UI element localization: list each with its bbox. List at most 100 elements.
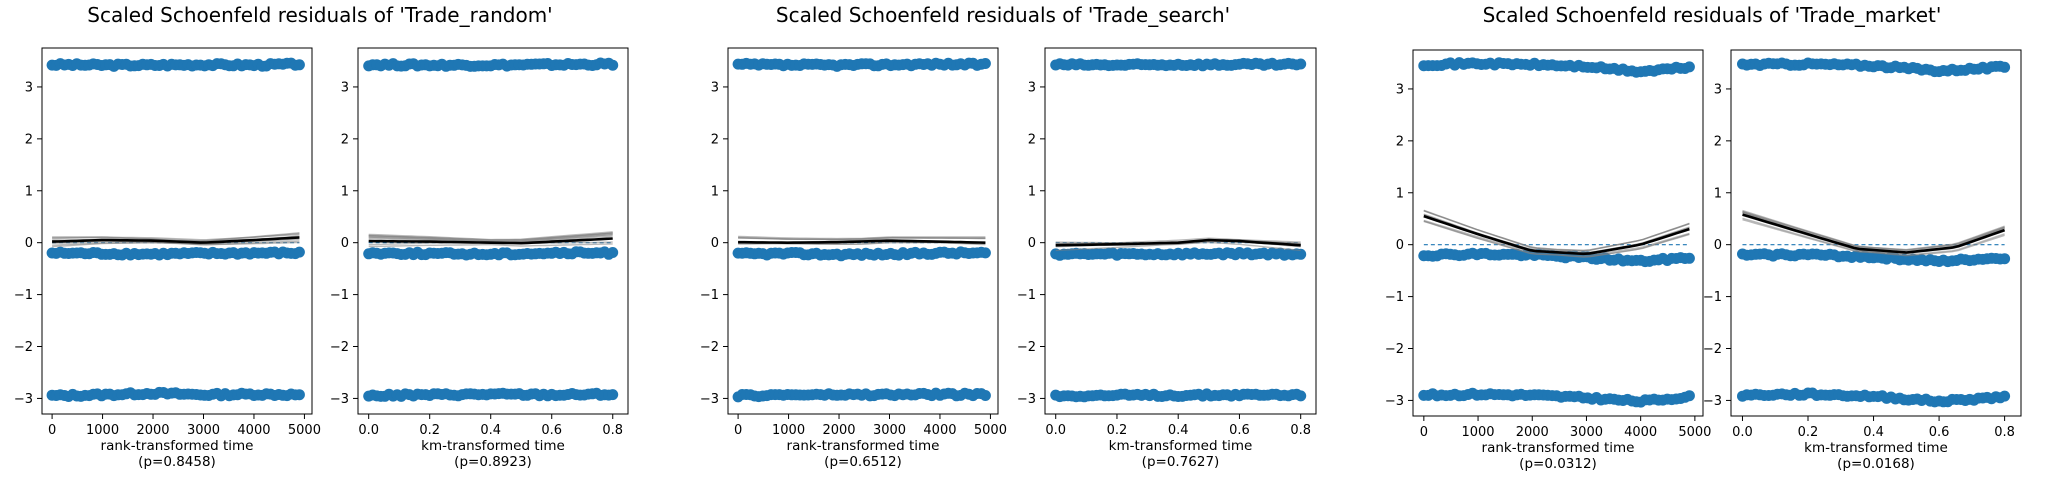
axes-frame [1044,47,1317,415]
bootstrap-trend-line [368,243,613,248]
x-tick-label: 4000 [237,423,270,438]
y-tick-label: 0 [341,236,349,251]
y-tick-label: −3 [1385,394,1404,409]
panel-5: Scaled Schoenfeld residuals of 'Trade_ma… [1385,3,1942,472]
y-tick-label: 0 [1028,236,1036,251]
y-tick-label: 0 [25,236,33,251]
axes-frame [41,47,313,415]
residual-point [979,58,991,69]
y-tick-label: −2 [1385,342,1404,357]
y-tick-label: 1 [1396,186,1404,201]
y-tick-label: 1 [25,184,33,199]
p-value-label: (p=0.8923) [454,454,532,470]
y-tick-label: 3 [711,80,719,95]
residual-band-1 [732,57,991,72]
y-tick-label: 2 [711,132,719,147]
residual-point [1295,248,1307,260]
x-tick-label: 2000 [822,423,855,438]
x-tick-label: 0.0 [358,423,379,438]
lowess-trend-line [368,237,613,245]
x-axis-label: rank-transformed time [787,438,940,454]
p-value-label: (p=0.0168) [1837,456,1915,472]
panel-title: Scaled Schoenfeld residuals of 'Trade_ra… [87,3,552,27]
y-tick-label: 3 [1028,80,1036,95]
x-tick-label: 0 [734,423,742,438]
x-tick-label: 0.0 [1732,425,1753,440]
x-tick-label: 0.6 [1929,425,1950,440]
residual-band-3 [363,387,619,402]
residual-band-3 [1418,387,1695,408]
x-tick-label: 1000 [1461,425,1494,440]
x-tick-label: 1000 [86,423,119,438]
x-tick-label: 0.8 [602,423,623,438]
p-value-label: (p=0.6512) [824,454,902,470]
plot-area [1050,57,1307,403]
y-tick-label: 2 [1714,134,1722,149]
p-value-label: (p=0.7627) [1142,454,1220,470]
residual-point [1999,253,2011,265]
y-tick-label: −2 [1703,342,1722,357]
y-tick-label: −1 [14,288,33,303]
x-tick-label: 0.8 [1994,425,2015,440]
residual-point [293,389,305,401]
y-tick-label: −1 [330,288,349,303]
y-tick-label: −3 [330,392,349,407]
x-axis-label: km-transformed time [1109,438,1253,454]
residual-band-2 [363,246,619,261]
x-axis-label: rank-transformed time [101,438,254,454]
y-tick-label: 0 [1396,238,1404,253]
axes-frame [727,47,999,415]
y-tick-label: −1 [700,288,719,303]
residual-band-2 [1050,247,1307,261]
panel-1: Scaled Schoenfeld residuals of 'Trade_ra… [14,3,553,470]
bootstrap-trend-line [52,233,300,241]
x-tick-label: 4000 [1624,425,1657,440]
x-axis-label: km-transformed time [1804,440,1948,456]
y-tick-label: −2 [700,340,719,355]
y-tick-label: 0 [711,236,719,251]
p-value-label: (p=0.8458) [138,454,216,470]
residual-point [1295,390,1307,402]
y-tick-label: −2 [330,340,349,355]
y-tick-label: −3 [700,392,719,407]
panel-title: Scaled Schoenfeld residuals of 'Trade_ma… [1483,3,1942,27]
residual-band-1 [1418,57,1695,78]
bootstrap-trend-line [1742,210,2005,252]
residual-point [1295,58,1307,70]
axes-frame [357,47,629,415]
bootstrap-trend-line [1423,209,1690,252]
residual-point [607,59,619,71]
residual-band-3 [732,387,991,403]
panel-6: 0.0 0.2 0.4 0.6 0.8 −3 −2 −1 0 1 2 3 km-transformed … [1703,49,2022,472]
residual-band-3 [46,386,305,402]
x-tick-label: 0 [48,423,56,438]
x-tick-label: 5000 [974,423,1007,438]
x-tick-label: 0.2 [1107,423,1128,438]
panel-title: Scaled Schoenfeld residuals of 'Trade_se… [776,3,1230,27]
residual-point [607,247,619,258]
lowess-trend-line [1055,238,1301,247]
residual-point [1683,252,1695,264]
residual-band-2 [46,246,305,261]
x-tick-label: 5000 [1678,425,1711,440]
y-tick-label: −1 [1017,288,1036,303]
y-tick-label: 3 [25,80,33,95]
x-tick-label: 0.6 [541,423,562,438]
y-tick-label: 3 [1396,82,1404,97]
x-tick-label: 0.2 [419,423,440,438]
x-tick-label: 0.4 [1863,425,1884,440]
x-tick-label: 1000 [772,423,805,438]
y-tick-label: −1 [1703,290,1722,305]
x-tick-label: 2000 [1516,425,1549,440]
x-tick-label: 0.6 [1229,423,1250,438]
y-tick-label: 0 [1714,238,1722,253]
x-tick-label: 0.4 [1168,423,1189,438]
x-tick-label: 0.0 [1045,423,1066,438]
residual-band-3 [1050,388,1307,403]
residual-point [293,59,305,71]
y-tick-label: 2 [25,132,33,147]
plot-area [732,57,991,403]
plot-area [363,57,619,402]
panel-2: 0.0 0.2 0.4 0.6 0.8 −3 −2 −1 0 1 2 3 km-transformed … [330,47,629,470]
